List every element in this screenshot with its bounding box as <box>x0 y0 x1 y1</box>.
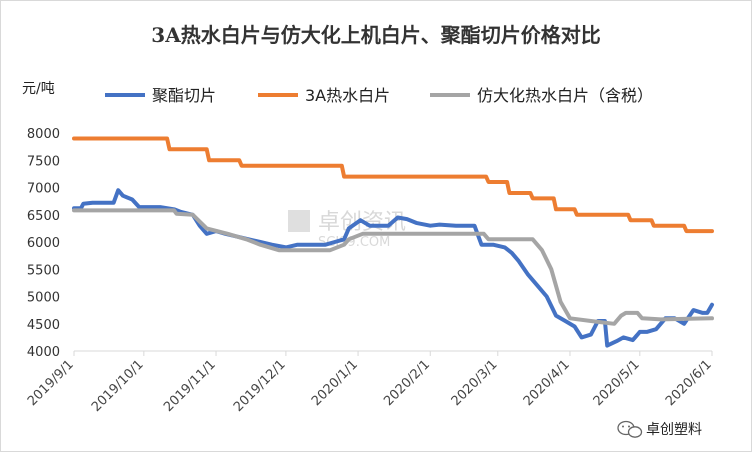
y-tick-label: 6500 <box>27 209 60 224</box>
y-tick-label: 5500 <box>27 263 60 278</box>
y-tick-label: 4500 <box>27 318 60 333</box>
y-tick-label: 6000 <box>27 236 60 251</box>
legend-label: 聚酯切片 <box>152 86 216 105</box>
y-tick-label: 5000 <box>27 291 60 306</box>
y-tick-label: 4000 <box>27 345 60 360</box>
chart-title: 3A热水白片与仿大化上机白片、聚酯切片价格对比 <box>151 23 600 47</box>
series-line-1 <box>72 188 714 348</box>
legend-label: 仿大化热水白片（含税） <box>477 86 653 105</box>
y-tick-label: 7000 <box>27 182 60 197</box>
series-line-2 <box>72 136 714 234</box>
legend-label: 3A热水白片 <box>305 86 390 105</box>
wechat-icon <box>617 420 643 438</box>
series-line-3 <box>72 208 714 326</box>
legend: 聚酯切片 3A热水白片 仿大化热水白片（含税） <box>105 86 653 105</box>
y-axis-unit: 元/吨 <box>22 81 55 97</box>
series-layer <box>72 136 714 348</box>
y-axis: 8000 7500 7000 6500 6000 5500 5000 4500 4000 <box>27 127 60 360</box>
y-tick-label: 7500 <box>27 154 60 169</box>
watermark-logo <box>288 210 310 232</box>
brand-badge: 卓创塑料 <box>617 420 702 438</box>
brand-label: 卓创塑料 <box>646 422 702 438</box>
y-tick-label: 8000 <box>27 127 60 142</box>
